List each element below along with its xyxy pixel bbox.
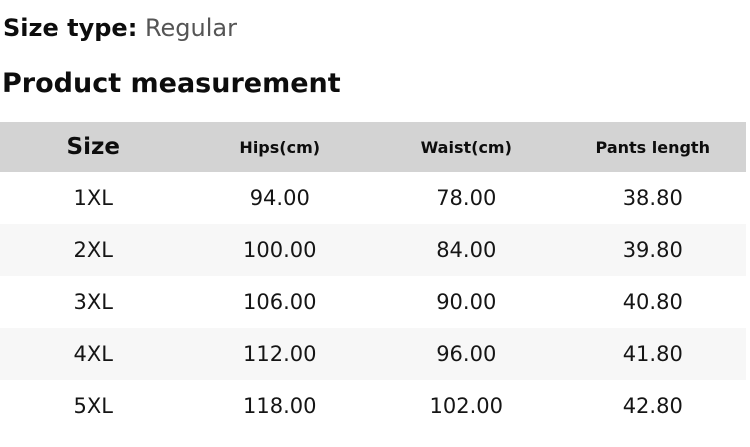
table-row: 5XL 118.00 102.00 42.80 xyxy=(0,380,746,432)
cell-hips: 94.00 xyxy=(249,186,310,210)
cell-pants-length: 40.80 xyxy=(622,290,683,314)
product-measurement-title: Product measurement xyxy=(2,68,341,99)
column-header-hips: Hips(cm) xyxy=(239,137,321,157)
table-header-row: Size Hips(cm) Waist(cm) Pants length xyxy=(0,122,746,172)
cell-size: 2XL xyxy=(73,238,113,262)
table-header: Size Hips(cm) Waist(cm) Pants length xyxy=(0,122,746,172)
table-row: 1XL 94.00 78.00 38.80 xyxy=(0,172,746,224)
cell-waist: 102.00 xyxy=(429,394,503,418)
cell-size: 1XL xyxy=(73,186,113,210)
cell-hips: 106.00 xyxy=(243,290,317,314)
column-header-waist: Waist(cm) xyxy=(420,137,512,157)
size-type-label: Size type: xyxy=(3,14,138,42)
cell-pants-length: 38.80 xyxy=(622,186,683,210)
size-type-line: Size type: Regular xyxy=(3,13,750,43)
table-body: 1XL 94.00 78.00 38.80 2XL 100.00 84.00 3… xyxy=(0,172,746,432)
cell-waist: 84.00 xyxy=(436,238,497,262)
measurement-table: Size Hips(cm) Waist(cm) Pants length 1XL… xyxy=(0,122,746,432)
cell-size: 5XL xyxy=(73,394,113,418)
cell-hips: 118.00 xyxy=(243,394,317,418)
cell-size: 3XL xyxy=(73,290,113,314)
cell-pants-length: 41.80 xyxy=(622,342,683,366)
cell-hips: 100.00 xyxy=(243,238,317,262)
column-header-pants-length: Pants length xyxy=(595,137,710,157)
table-row: 3XL 106.00 90.00 40.80 xyxy=(0,276,746,328)
table-row: 2XL 100.00 84.00 39.80 xyxy=(0,224,746,276)
cell-waist: 78.00 xyxy=(436,186,497,210)
cell-hips: 112.00 xyxy=(243,342,317,366)
cell-waist: 96.00 xyxy=(436,342,497,366)
table-row: 4XL 112.00 96.00 41.80 xyxy=(0,328,746,380)
cell-pants-length: 39.80 xyxy=(622,238,683,262)
cell-waist: 90.00 xyxy=(436,290,497,314)
column-header-size: Size xyxy=(66,134,120,160)
cell-pants-length: 42.80 xyxy=(622,394,683,418)
cell-size: 4XL xyxy=(73,342,113,366)
size-type-value: Regular xyxy=(144,14,237,42)
